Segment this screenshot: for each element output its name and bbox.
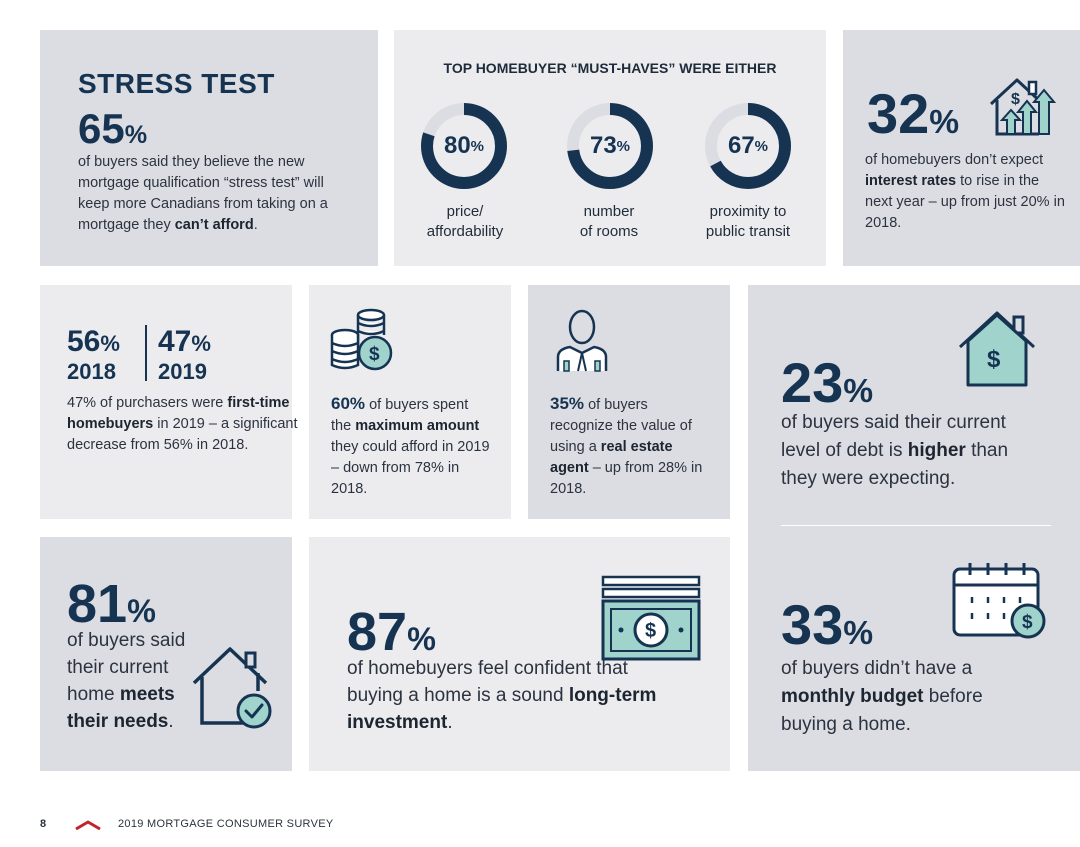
first-time-description: 47% of purchasers were first-time homebu… xyxy=(67,395,298,453)
must-haves-heading: TOP HOMEBUYER “MUST-HAVES” WERE EITHER xyxy=(443,60,777,76)
agent-icon xyxy=(556,309,608,372)
debt-budget-panel: $ 23% of buyers said their current level… xyxy=(748,285,1080,771)
footer-title: 2019 MORTGAGE CONSUMER SURVEY xyxy=(118,818,334,830)
interest-rates-stat: 32% xyxy=(867,82,960,145)
rising-house-icon: $ xyxy=(989,78,1057,136)
stress-test-panel: STRESS TEST 65% of buyers said they beli… xyxy=(40,30,378,266)
panel-divider xyxy=(781,525,1051,526)
calendar-dollar-icon: $ xyxy=(952,563,1046,639)
coins-icon: $ xyxy=(330,308,393,371)
donut-transit xyxy=(705,103,791,189)
page-number: 8 xyxy=(40,818,47,830)
donut-transit-label: proximity to public transit xyxy=(705,203,791,240)
donut-rooms-value: 73% xyxy=(589,132,631,159)
investment-panel: $ 87% of homebuyers feel confident that … xyxy=(309,537,730,771)
budget-description: of buyers didn’t have a monthly budget b… xyxy=(781,658,983,735)
stress-test-stat: 65% xyxy=(78,105,148,152)
real-estate-agent-panel: 35% of buyers recognize the value of usi… xyxy=(528,285,730,519)
investment-description: of homebuyers feel confident that buying… xyxy=(347,658,657,733)
maximum-amount-panel: $ 60% of buyers spent the maximum amount… xyxy=(309,285,511,519)
donut-price-label: price/affordability xyxy=(426,203,504,240)
svg-text:$: $ xyxy=(645,620,656,642)
stress-test-description: of buyers said they believe the new mort… xyxy=(78,154,328,233)
house-check-icon xyxy=(192,647,272,729)
interest-rates-description: of homebuyers don’t expect interest rate… xyxy=(865,152,1065,231)
meets-needs-stat: 81% xyxy=(67,574,156,634)
stat-2018: 56% xyxy=(67,325,120,358)
maximum-amount-description: 60% of buyers spent the maximum amount t… xyxy=(331,394,490,497)
cash-icon: $ xyxy=(601,575,701,661)
svg-text:$: $ xyxy=(987,346,1001,373)
stress-test-heading: STRESS TEST xyxy=(78,68,275,99)
svg-text:$: $ xyxy=(1022,612,1033,633)
year-2018: 2018 xyxy=(67,359,116,384)
donut-transit-value: 67% xyxy=(727,132,769,159)
donut-rooms xyxy=(567,103,653,189)
meets-needs-description: of buyers said their current home meets … xyxy=(67,630,186,732)
real-estate-agent-description: 35% of buyers recognize the value of usi… xyxy=(550,394,703,497)
first-time-panel: 56% 2018 47% 2019 47% of purchasers were… xyxy=(40,285,298,519)
year-2019: 2019 xyxy=(158,359,207,384)
must-haves-panel: TOP HOMEBUYER “MUST-HAVES” WERE EITHER 8… xyxy=(394,30,826,266)
donut-rooms-label: number of rooms xyxy=(579,203,639,240)
donut-price-value: 80% xyxy=(443,132,485,159)
roof-logo-icon xyxy=(75,820,101,830)
stat-2019: 47% xyxy=(158,325,211,358)
donut-price xyxy=(421,103,507,189)
interest-rates-panel: 32% $ of homebuyers don’t expect interes… xyxy=(843,30,1080,266)
meets-needs-panel: 81% of buyers said their current home me… xyxy=(40,537,292,771)
debt-stat: 23% xyxy=(781,351,874,414)
svg-text:$: $ xyxy=(1011,91,1020,108)
svg-text:$: $ xyxy=(369,344,380,365)
investment-stat: 87% xyxy=(347,602,436,662)
year-divider xyxy=(145,325,147,381)
debt-description: of buyers said their current level of de… xyxy=(781,412,1009,489)
budget-stat: 33% xyxy=(781,593,874,656)
house-dollar-icon: $ xyxy=(958,311,1036,387)
